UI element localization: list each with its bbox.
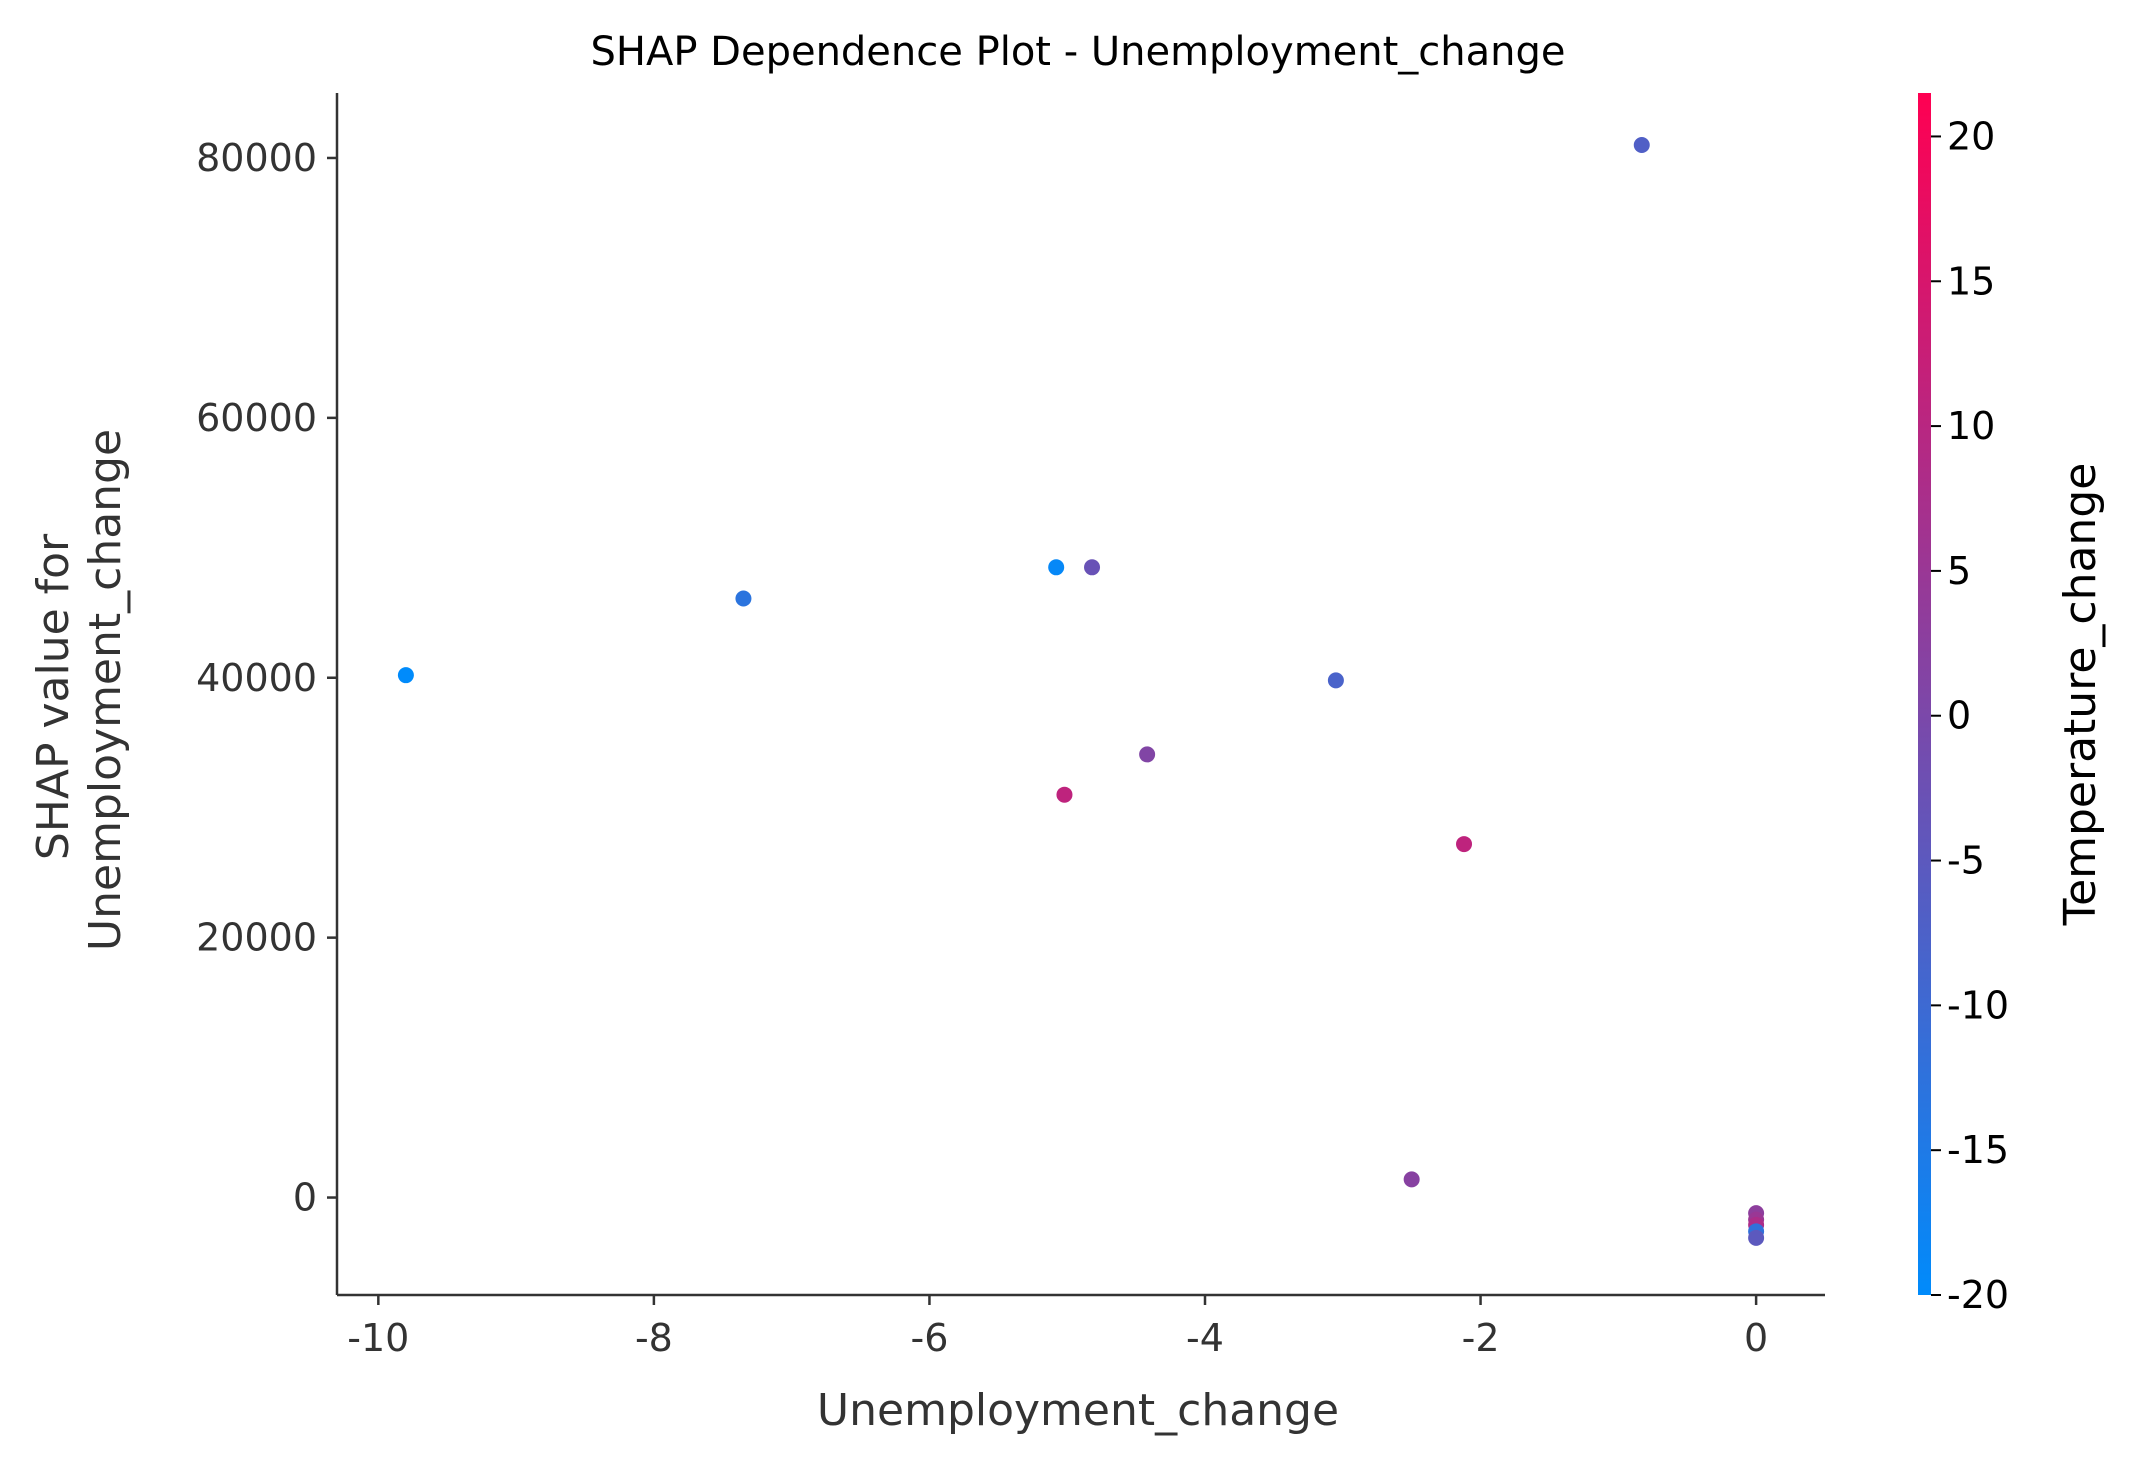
scatter-points <box>397 136 1765 1246</box>
colorbar-tick-label: -10 <box>1947 983 2009 1027</box>
colorbar-tick-label: 5 <box>1947 549 1971 593</box>
x-axis-label: Unemployment_change <box>817 1385 1339 1436</box>
x-tick-label: -2 <box>1462 1316 1500 1360</box>
scatter-point <box>397 667 414 684</box>
scatter-point <box>1056 786 1073 803</box>
y-tick-label: 60000 <box>196 396 317 440</box>
x-tick-label: -8 <box>635 1316 673 1360</box>
colorbar-tick-label: 20 <box>1947 114 1995 158</box>
scatter-point <box>1456 836 1473 853</box>
y-tick-label: 80000 <box>196 136 317 180</box>
scatter-point <box>735 590 752 607</box>
colorbar-ticks: -20 -15 -10 -5 0 5 10 15 20 <box>1931 114 2009 1317</box>
scatter-point <box>1327 672 1344 689</box>
y-ticks: 0 20000 40000 60000 80000 <box>196 136 337 1220</box>
y-axis-label: SHAP value for Unemployment_change <box>28 429 131 951</box>
scatter-point <box>1084 559 1101 576</box>
plot-area: -10 -8 -6 -4 -2 0 0 20000 40000 60000 80000 <box>196 93 1825 1360</box>
scatter-point <box>1748 1229 1765 1246</box>
y-tick-label: 20000 <box>196 916 317 960</box>
colorbar-tick-label: -20 <box>1947 1273 2009 1317</box>
y-tick-label: 0 <box>293 1176 317 1220</box>
colorbar-tick-label: 0 <box>1947 694 1971 738</box>
y-axis-label-line-2: Unemployment_change <box>80 429 131 951</box>
colorbar-tick-label: 10 <box>1947 404 1995 448</box>
scatter-point <box>1633 136 1650 153</box>
x-tick-label: -4 <box>1186 1316 1224 1360</box>
scatter-point <box>1403 1171 1420 1188</box>
x-tick-label: -6 <box>910 1316 948 1360</box>
colorbar: -20 -15 -10 -5 0 5 10 15 20 Temperature_change <box>1918 93 2106 1317</box>
scatter-point <box>1139 746 1156 763</box>
colorbar-tick-label: -15 <box>1947 1128 2009 1172</box>
colorbar-gradient <box>1918 93 1931 1295</box>
colorbar-tick-label: -5 <box>1947 839 1985 883</box>
y-tick-label: 40000 <box>196 656 317 700</box>
x-tick-label: 0 <box>1744 1316 1768 1360</box>
scatter-point <box>1048 559 1065 576</box>
x-ticks: -10 -8 -6 -4 -2 0 <box>347 1295 1768 1360</box>
y-axis-label-line-1: SHAP value for <box>28 533 79 860</box>
chart-title: SHAP Dependence Plot - Unemployment_chan… <box>590 29 1565 75</box>
colorbar-label: Temperature_change <box>2055 463 2106 927</box>
x-tick-label: -10 <box>347 1316 409 1360</box>
colorbar-tick-label: 15 <box>1947 259 1995 303</box>
